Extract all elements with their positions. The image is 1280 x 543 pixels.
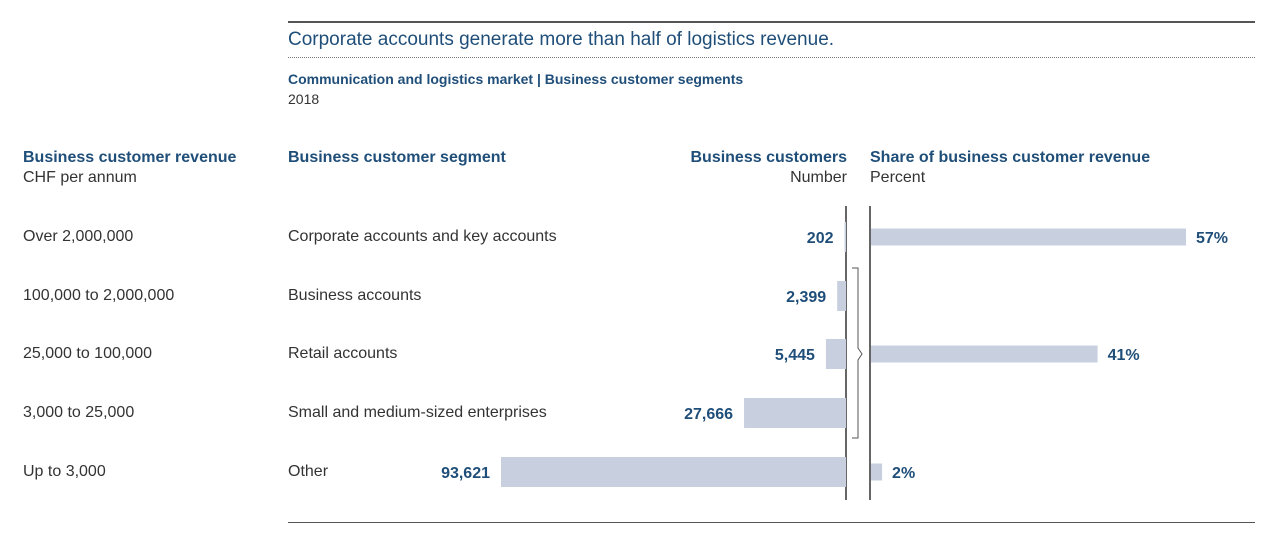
top-rule <box>288 21 1255 23</box>
segment-label: Small and medium-sized enterprises <box>288 404 547 421</box>
revenue-column-unit: CHF per annum <box>23 169 137 186</box>
bottom-rule <box>288 522 1255 523</box>
group-bracket <box>852 267 863 439</box>
share-value-label: 57% <box>1196 230 1228 247</box>
segment-column-title: Business customer segment <box>288 149 506 166</box>
customer-value-label: 27,666 <box>684 406 733 423</box>
segment-label: Retail accounts <box>288 345 398 362</box>
share-column-title: Share of business customer revenue <box>870 149 1151 166</box>
customer-value-label: 202 <box>807 230 834 247</box>
customer-bar <box>501 457 846 487</box>
chart-headline: Corporate accounts generate more than ha… <box>288 29 835 50</box>
revenue-column-title: Business customer revenue <box>23 149 237 166</box>
chart-year: 2018 <box>288 91 320 107</box>
share-value-label: 41% <box>1108 347 1140 364</box>
revenue-band-label: Over 2,000,000 <box>23 228 134 245</box>
customer-bar <box>837 281 846 311</box>
segment-label: Business accounts <box>288 287 422 304</box>
dotted-rule <box>288 57 1255 58</box>
share-column-unit: Percent <box>870 169 926 186</box>
revenue-band-label: 3,000 to 25,000 <box>23 404 135 421</box>
customers-column-unit: Number <box>790 169 847 186</box>
share-bar <box>871 228 1186 246</box>
customer-value-label: 93,621 <box>441 465 490 482</box>
customer-value-label: 2,399 <box>786 289 826 306</box>
customer-bar <box>844 222 846 252</box>
segment-label: Corporate accounts and key accounts <box>288 228 557 245</box>
customers-column-title: Business customers <box>690 149 847 166</box>
share-value-label: 2% <box>892 465 915 482</box>
customer-bar <box>744 398 846 428</box>
customer-value-label: 5,445 <box>775 347 815 364</box>
revenue-band-label: 25,000 to 100,000 <box>23 345 153 362</box>
share-bar <box>871 345 1098 363</box>
segment-label: Other <box>288 463 329 480</box>
revenue-band-label: 100,000 to 2,000,000 <box>23 287 175 304</box>
share-bar <box>871 463 883 481</box>
revenue-band-label: Up to 3,000 <box>23 463 106 480</box>
customer-bar <box>825 339 846 369</box>
chart-subtitle: Communication and logistics market | Bus… <box>288 71 744 87</box>
